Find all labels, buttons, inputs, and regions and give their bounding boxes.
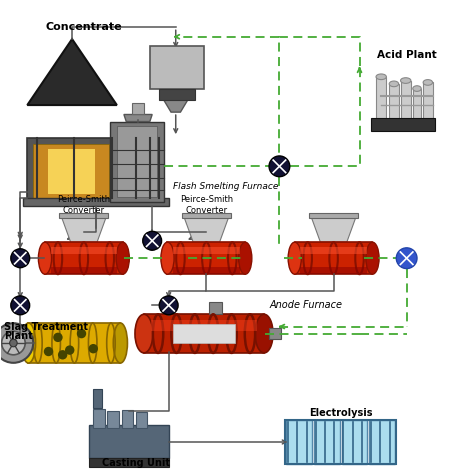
Ellipse shape xyxy=(423,80,433,85)
Text: Casting Unit: Casting Unit xyxy=(102,458,170,468)
Circle shape xyxy=(1,331,25,355)
FancyBboxPatch shape xyxy=(159,89,195,100)
Ellipse shape xyxy=(376,74,386,80)
Text: Anode Furnace: Anode Furnace xyxy=(270,301,343,310)
Text: Peirce-Smith
Converter: Peirce-Smith Converter xyxy=(180,195,233,215)
Circle shape xyxy=(0,323,33,363)
FancyBboxPatch shape xyxy=(34,144,109,198)
FancyBboxPatch shape xyxy=(117,126,157,197)
FancyBboxPatch shape xyxy=(173,266,239,273)
FancyBboxPatch shape xyxy=(110,121,164,201)
Ellipse shape xyxy=(161,242,174,274)
Ellipse shape xyxy=(21,323,36,363)
FancyBboxPatch shape xyxy=(309,213,358,218)
FancyBboxPatch shape xyxy=(27,138,164,201)
FancyBboxPatch shape xyxy=(413,89,421,119)
Text: Acid Plant: Acid Plant xyxy=(377,50,437,60)
Ellipse shape xyxy=(238,242,252,274)
FancyBboxPatch shape xyxy=(93,409,105,428)
FancyBboxPatch shape xyxy=(401,81,411,119)
Text: Slag Treatment: Slag Treatment xyxy=(4,321,88,331)
FancyBboxPatch shape xyxy=(301,247,367,255)
FancyBboxPatch shape xyxy=(389,84,399,119)
FancyBboxPatch shape xyxy=(286,419,312,465)
FancyBboxPatch shape xyxy=(136,412,147,428)
FancyBboxPatch shape xyxy=(173,247,239,255)
Ellipse shape xyxy=(38,242,52,274)
Ellipse shape xyxy=(401,78,411,83)
FancyBboxPatch shape xyxy=(144,314,264,353)
FancyBboxPatch shape xyxy=(371,118,435,131)
FancyBboxPatch shape xyxy=(182,213,231,218)
Ellipse shape xyxy=(113,323,128,363)
FancyBboxPatch shape xyxy=(269,328,281,339)
Ellipse shape xyxy=(366,242,379,274)
Polygon shape xyxy=(164,100,188,112)
FancyBboxPatch shape xyxy=(209,302,222,314)
FancyBboxPatch shape xyxy=(121,410,133,428)
Circle shape xyxy=(396,248,417,269)
Text: Peirce-Smith
Converter: Peirce-Smith Converter xyxy=(57,195,110,215)
FancyBboxPatch shape xyxy=(108,411,119,428)
FancyBboxPatch shape xyxy=(314,419,340,465)
Circle shape xyxy=(143,231,162,250)
Circle shape xyxy=(53,333,63,342)
Circle shape xyxy=(9,339,17,347)
FancyBboxPatch shape xyxy=(45,242,123,274)
FancyBboxPatch shape xyxy=(301,266,367,273)
Polygon shape xyxy=(184,216,229,242)
Polygon shape xyxy=(124,115,152,121)
Circle shape xyxy=(65,346,74,355)
Ellipse shape xyxy=(288,242,301,274)
FancyBboxPatch shape xyxy=(342,419,367,465)
Text: Electrolysis: Electrolysis xyxy=(309,409,373,419)
Circle shape xyxy=(11,296,30,315)
FancyBboxPatch shape xyxy=(51,247,117,255)
Polygon shape xyxy=(61,216,107,242)
Ellipse shape xyxy=(413,86,421,91)
FancyBboxPatch shape xyxy=(151,319,257,330)
FancyBboxPatch shape xyxy=(376,77,386,119)
FancyBboxPatch shape xyxy=(132,103,144,115)
FancyBboxPatch shape xyxy=(51,266,117,273)
FancyBboxPatch shape xyxy=(295,242,373,274)
Text: Concentrate: Concentrate xyxy=(46,22,122,32)
Circle shape xyxy=(58,350,67,359)
Circle shape xyxy=(11,249,30,268)
FancyBboxPatch shape xyxy=(423,82,433,119)
FancyBboxPatch shape xyxy=(89,458,169,467)
FancyBboxPatch shape xyxy=(173,324,235,343)
Polygon shape xyxy=(311,216,356,242)
Circle shape xyxy=(159,296,178,315)
Circle shape xyxy=(44,347,53,356)
Circle shape xyxy=(89,344,98,354)
Ellipse shape xyxy=(255,314,273,353)
FancyBboxPatch shape xyxy=(93,389,102,408)
Ellipse shape xyxy=(116,242,129,274)
Text: Flash Smelting Furnace: Flash Smelting Furnace xyxy=(173,182,279,191)
FancyBboxPatch shape xyxy=(150,46,204,89)
Ellipse shape xyxy=(135,314,153,353)
FancyBboxPatch shape xyxy=(28,323,120,363)
Circle shape xyxy=(269,156,290,177)
Polygon shape xyxy=(27,39,117,105)
FancyBboxPatch shape xyxy=(59,213,109,218)
Circle shape xyxy=(77,329,86,338)
Ellipse shape xyxy=(389,81,399,87)
FancyBboxPatch shape xyxy=(89,426,169,458)
FancyBboxPatch shape xyxy=(23,198,169,206)
FancyBboxPatch shape xyxy=(369,419,395,465)
FancyBboxPatch shape xyxy=(47,149,95,194)
Text: Plant: Plant xyxy=(4,331,33,341)
FancyBboxPatch shape xyxy=(167,242,245,274)
